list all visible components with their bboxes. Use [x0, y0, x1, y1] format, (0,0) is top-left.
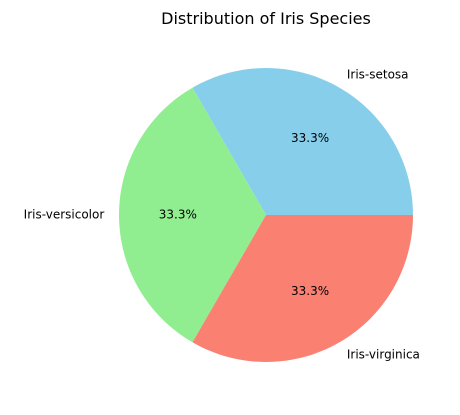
slice-label-iris-virginica: Iris-virginica	[347, 348, 420, 362]
pie-slice-iris-setosa	[192, 67, 413, 215]
slice-label-iris-versicolor: Iris-versicolor	[24, 208, 105, 222]
slice-value-label: 33.3%	[159, 208, 197, 222]
pie-slice-iris-virginica	[192, 215, 413, 362]
slice-value-label: 33.3%	[291, 284, 329, 298]
slice-label-iris-setosa: Iris-setosa	[347, 67, 409, 81]
pie-labels: Iris-setosa 33.3% Iris-versicolor 33.3% Iris…	[24, 67, 420, 361]
pie-slices	[119, 67, 413, 362]
slice-value-label: 33.3%	[291, 131, 329, 145]
chart-title: Distribution of Iris Species	[161, 9, 371, 28]
